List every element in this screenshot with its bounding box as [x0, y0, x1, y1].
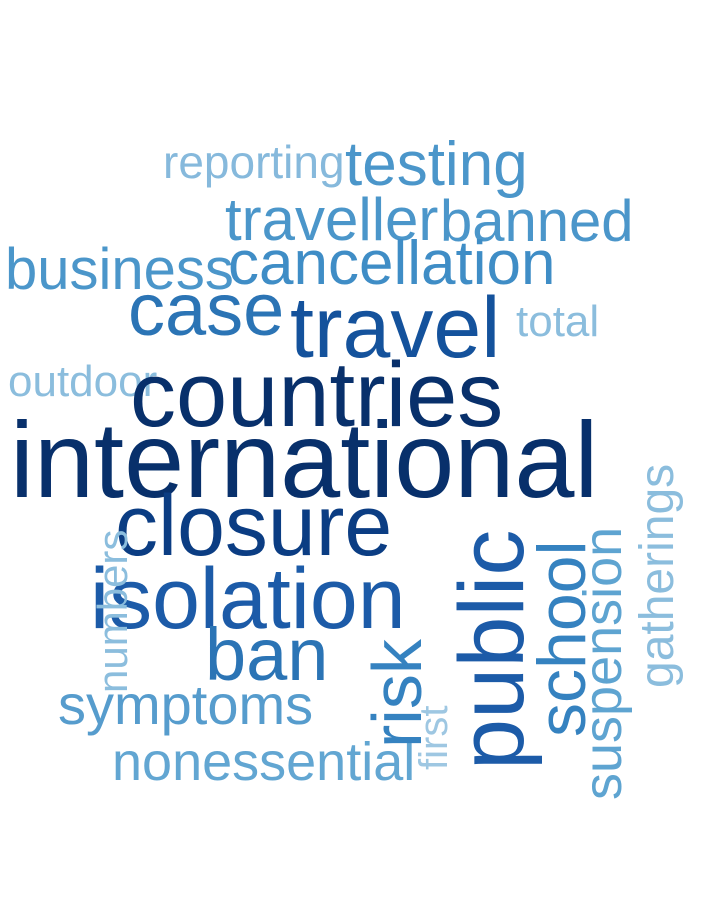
word-case: case	[128, 268, 285, 351]
word-banned: banned	[440, 189, 634, 254]
word-cancellation: cancellation	[228, 229, 556, 298]
word-gatherings: gatherings	[631, 463, 684, 688]
word-total: total	[516, 297, 600, 346]
word-countries: countries	[130, 344, 504, 446]
word-outdoor: outdoor	[8, 357, 158, 406]
word-reporting: reporting	[163, 136, 345, 188]
word-nonessential: nonessential	[112, 732, 416, 792]
word-travel: travel	[290, 280, 501, 376]
word-business: business	[5, 237, 234, 302]
word-testing: testing	[345, 130, 528, 199]
word-suspension: suspension	[573, 526, 633, 800]
word-international: international	[10, 399, 599, 520]
word-numbers: numbers	[89, 529, 136, 693]
word-traveller: traveller	[225, 186, 439, 253]
word-isolation: isolation	[90, 551, 406, 647]
word-symptoms: symptoms	[58, 673, 314, 736]
word-ban: ban	[205, 613, 329, 696]
word-closure: closure	[115, 478, 393, 574]
